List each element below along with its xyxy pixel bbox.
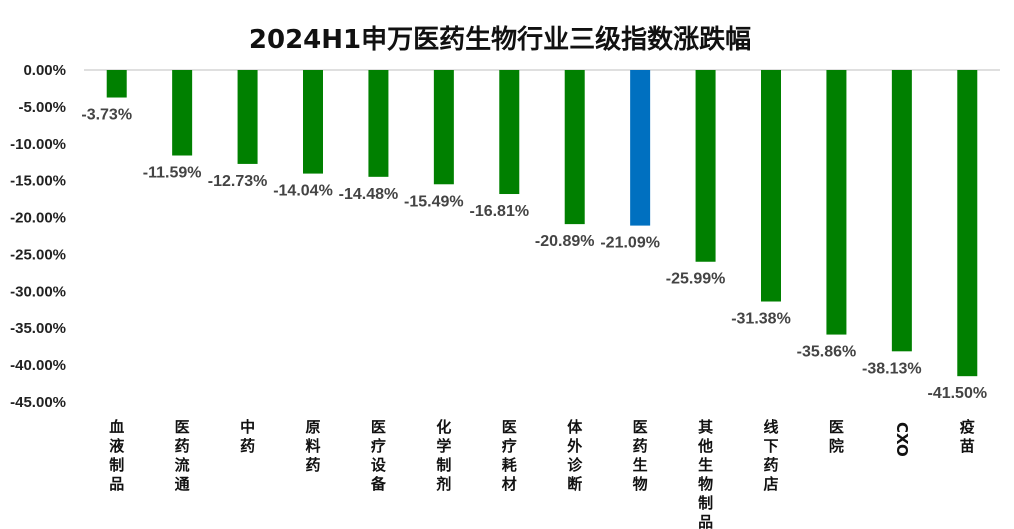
data-label: -12.73% xyxy=(208,173,268,190)
x-tick-label: 其他生物制品 xyxy=(697,418,713,529)
data-label: -38.13% xyxy=(862,360,922,377)
x-tick-label: 体外诊断 xyxy=(566,418,583,493)
bar xyxy=(433,70,454,185)
data-labels: -3.73% -11.59% -12.73% -14.04% -14.48% -15.49… xyxy=(81,107,987,403)
bar xyxy=(499,70,520,195)
bar xyxy=(564,70,585,225)
data-label: -14.04% xyxy=(273,183,333,200)
data-label: -15.49% xyxy=(404,193,464,210)
x-axis: 血液制品 医药流通 中药 原料药 医疗设备 化学制剂 医疗耗材 体外诊断 医药生物 其他生物制品 线… xyxy=(109,418,975,529)
x-tick-label: 医药生物 xyxy=(633,418,648,493)
x-tick-label: 医疗设备 xyxy=(370,418,387,493)
y-tick-label: -25.00% xyxy=(10,246,66,263)
x-tick-label: 中药 xyxy=(240,418,255,455)
y-axis: 0.00% -5.00% -10.00% -15.00% -20.00% -25.00% -… xyxy=(10,62,66,411)
bars xyxy=(106,70,978,377)
y-tick-label: -5.00% xyxy=(18,99,66,116)
bar xyxy=(695,70,716,262)
bar xyxy=(106,70,127,98)
bar xyxy=(630,70,651,226)
bar xyxy=(303,70,323,174)
bar xyxy=(891,70,912,352)
y-tick-label: -35.00% xyxy=(10,320,66,337)
x-tick-label: CXO xyxy=(893,422,911,457)
x-tick-label: 医院 xyxy=(829,418,844,455)
y-tick-label: -45.00% xyxy=(10,394,66,411)
x-tick-label: 血液制品 xyxy=(109,418,125,493)
data-label: -25.99% xyxy=(666,271,726,288)
chart-title: 2024H1申万医药生物行业三级指数涨跌幅 xyxy=(249,24,751,55)
y-tick-label: -20.00% xyxy=(10,210,66,227)
y-tick-label: -15.00% xyxy=(10,173,66,190)
bar xyxy=(368,70,389,177)
data-label: -11.59% xyxy=(143,165,202,182)
bar xyxy=(172,70,193,156)
data-label: -3.73% xyxy=(81,107,132,124)
x-tick-label: 疫苗 xyxy=(960,418,975,455)
x-tick-label: 线下药店 xyxy=(763,418,778,493)
y-tick-label: -10.00% xyxy=(10,136,66,153)
x-tick-label: 化学制剂 xyxy=(436,418,451,493)
data-label: -31.38% xyxy=(731,311,791,328)
y-tick-label: 0.00% xyxy=(23,62,66,79)
data-label: -20.89% xyxy=(535,233,595,250)
data-label: -41.50% xyxy=(927,385,987,402)
data-label: -16.81% xyxy=(469,203,529,220)
data-label: -14.48% xyxy=(339,186,399,203)
y-tick-label: -40.00% xyxy=(10,357,66,374)
bar xyxy=(957,70,978,377)
x-tick-label: 原料药 xyxy=(305,418,320,474)
y-tick-label: -30.00% xyxy=(10,283,66,300)
bar xyxy=(237,70,258,164)
data-label: -21.09% xyxy=(600,235,660,252)
x-tick-label: 医药流通 xyxy=(175,418,190,493)
bar xyxy=(761,70,781,302)
bar xyxy=(826,70,847,335)
data-label: -35.86% xyxy=(797,344,857,361)
x-tick-label: 医疗耗材 xyxy=(502,418,517,493)
